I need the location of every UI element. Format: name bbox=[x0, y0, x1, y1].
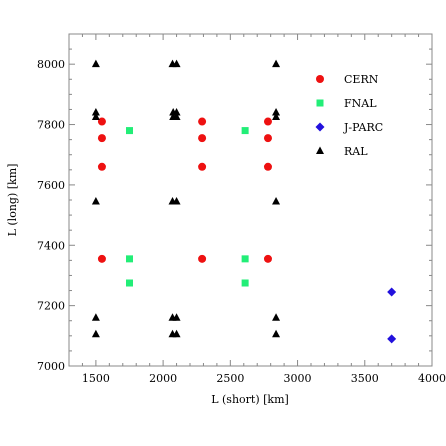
y-tick-labels: 7000 7200 7400 7600 7800 8000 bbox=[37, 58, 65, 373]
legend-label-ral: RAL bbox=[344, 145, 368, 158]
ral-point bbox=[272, 59, 281, 68]
ral-point bbox=[91, 107, 100, 116]
cern-point bbox=[198, 134, 207, 143]
j-parc-point bbox=[387, 334, 397, 344]
cern-point bbox=[263, 134, 272, 143]
legend-marker-j-parc bbox=[315, 122, 325, 132]
cern-point bbox=[97, 134, 106, 143]
ral-point bbox=[172, 59, 181, 68]
j-parc-point bbox=[387, 287, 397, 297]
x-tick-label: 4000 bbox=[418, 372, 446, 385]
x-tick-label: 3000 bbox=[284, 372, 312, 385]
fnal-point bbox=[241, 279, 249, 287]
y-tick-label: 7000 bbox=[37, 360, 65, 373]
ral-point bbox=[91, 313, 100, 321]
x-tick-label: 2500 bbox=[216, 372, 244, 385]
cern-point bbox=[97, 117, 106, 126]
ral-point bbox=[91, 59, 100, 68]
legend: CERN FNAL J-PARC RAL bbox=[315, 73, 383, 158]
ral-point bbox=[272, 313, 281, 321]
legend-label-fnal: FNAL bbox=[344, 97, 377, 110]
ral-point bbox=[272, 107, 281, 116]
fnal-point bbox=[126, 127, 133, 135]
axis-ticks bbox=[69, 34, 433, 367]
fnal-point bbox=[241, 255, 249, 263]
x-tick-labels: 1500 2000 2500 3000 3500 4000 bbox=[82, 372, 446, 385]
cern-point bbox=[97, 254, 106, 263]
y-tick-label: 7200 bbox=[37, 300, 65, 313]
cern-point bbox=[263, 117, 272, 126]
legend-marker-cern bbox=[316, 75, 324, 83]
x-tick-label: 2000 bbox=[149, 372, 177, 385]
fnal-point bbox=[126, 279, 133, 287]
ral-point bbox=[272, 329, 281, 338]
fnal-point bbox=[241, 127, 249, 135]
ral-point bbox=[172, 197, 181, 205]
ral-point bbox=[91, 112, 100, 120]
legend-marker-ral bbox=[316, 146, 324, 154]
ral-point bbox=[172, 112, 181, 120]
ral-point bbox=[172, 329, 181, 338]
ral-point bbox=[272, 197, 281, 205]
legend-label-cern: CERN bbox=[344, 73, 379, 86]
legend-label-j-parc: J-PARC bbox=[343, 121, 383, 134]
x-axis-label: L (short) [km] bbox=[211, 393, 289, 406]
data-points bbox=[91, 59, 397, 344]
y-tick-label: 7400 bbox=[37, 239, 65, 252]
x-tick-label: 3500 bbox=[351, 372, 379, 385]
ral-point bbox=[172, 313, 181, 321]
cern-point bbox=[198, 162, 207, 171]
y-tick-label: 7800 bbox=[37, 119, 65, 132]
ral-point bbox=[272, 112, 281, 120]
cern-point bbox=[263, 162, 272, 171]
ral-point bbox=[91, 197, 100, 205]
ral-point bbox=[172, 107, 181, 116]
cern-point bbox=[263, 254, 272, 263]
y-tick-label: 8000 bbox=[37, 58, 65, 71]
y-axis-label: L (long) [km] bbox=[6, 164, 19, 237]
fnal-point bbox=[126, 255, 133, 263]
legend-marker-fnal bbox=[316, 99, 324, 107]
ral-point bbox=[91, 329, 100, 338]
cern-point bbox=[198, 117, 207, 126]
x-tick-label: 1500 bbox=[82, 372, 110, 385]
cern-point bbox=[97, 162, 106, 171]
y-tick-label: 7600 bbox=[37, 179, 65, 192]
cern-point bbox=[198, 254, 207, 263]
